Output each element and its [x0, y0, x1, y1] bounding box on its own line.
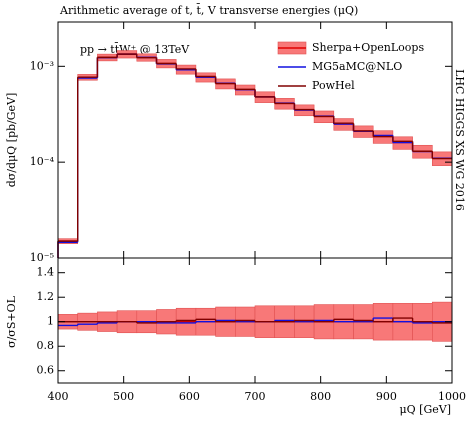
y-tick-label: 10⁻⁴: [30, 155, 55, 168]
legend-label: PowHel: [312, 79, 355, 92]
legend-label: MG5aMC@NLO: [312, 60, 402, 73]
y-tick-label: 0.6: [37, 364, 55, 377]
y-axis-label: σ/σS+OL: [5, 295, 18, 347]
y-tick-label: 10⁻³: [30, 59, 54, 72]
legend-label: Sherpa+OpenLoops: [312, 41, 424, 54]
x-axis-label: μQ [GeV]: [400, 403, 452, 416]
x-tick-label: 900: [376, 390, 397, 403]
x-tick-label: 800: [310, 390, 331, 403]
y-axis-label: dσ/dμQ [pb/GeV]: [5, 93, 18, 188]
y-tick-label: 1.2: [37, 290, 55, 303]
annotation: pp → tt̄W⁺ @ 13TeV: [80, 43, 190, 56]
x-tick-label: 700: [245, 390, 266, 403]
chart-title: Arithmetic average of t, t̄, V transvers…: [59, 4, 358, 17]
x-tick-label: 500: [113, 390, 134, 403]
x-tick-label: 600: [179, 390, 200, 403]
y-tick-label: 1.4: [37, 266, 55, 279]
y-tick-label: 0.8: [37, 339, 55, 352]
x-tick-label: 1000: [438, 390, 466, 403]
x-tick-label: 400: [48, 390, 69, 403]
y-tick-label: 1: [47, 315, 54, 328]
y-tick-label: 10⁻⁵: [30, 251, 54, 264]
side-label: LHC HIGGS XS WG 2016: [453, 69, 466, 211]
